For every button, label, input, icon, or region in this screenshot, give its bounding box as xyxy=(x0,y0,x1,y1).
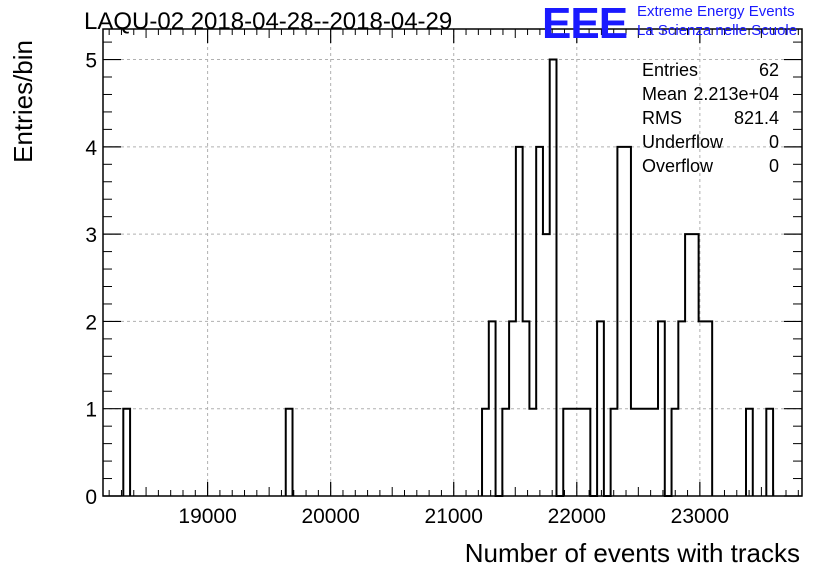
axis-ticks xyxy=(103,29,802,497)
x-tick-label: 19000 xyxy=(178,505,236,528)
logo-caption: Extreme Energy Events La Scienza nelle S… xyxy=(637,2,797,40)
y-tick-label: 4 xyxy=(85,137,97,160)
stat-row-entries: Entries 62 xyxy=(637,58,782,82)
stat-row-rms: RMS 821.4 xyxy=(637,106,782,130)
x-tick-label: 23000 xyxy=(671,505,729,528)
logo-line-2: La Scienza nelle Scuole xyxy=(637,22,798,39)
stats-box: Entries 62 Mean 2.213e+04 RMS 821.4 Unde… xyxy=(637,58,782,178)
stat-row-underflow: Underflow 0 xyxy=(637,130,782,154)
stat-row-overflow: Overflow 0 xyxy=(637,154,782,178)
y-tick-label: 1 xyxy=(85,399,97,422)
y-tick-label: 2 xyxy=(85,311,97,334)
x-tick-label: 21000 xyxy=(425,505,483,528)
stat-label: Mean xyxy=(642,84,688,104)
y-axis-label: Entries/bin xyxy=(8,40,38,163)
y-tick-label: 5 xyxy=(85,50,97,73)
tick-labels: 19000 20000 21000 22000 23000 0 1 2 3 4 5 xyxy=(85,50,729,528)
stat-value: 821.4 xyxy=(733,108,779,128)
x-tick-label: 22000 xyxy=(548,505,606,528)
x-axis-label: Number of events with tracks xyxy=(465,538,800,568)
logo-line-1: Extreme Energy Events xyxy=(637,3,795,20)
stat-value: 0 xyxy=(768,156,779,176)
stat-label: Entries xyxy=(642,60,699,80)
x-tick-label: 20000 xyxy=(301,505,359,528)
eee-logo: EEE xyxy=(542,0,628,48)
y-tick-label: 3 xyxy=(85,224,97,247)
stat-label: Underflow xyxy=(642,132,724,152)
plot-frame xyxy=(102,28,803,497)
stat-label: Overflow xyxy=(642,156,714,176)
stat-value: 62 xyxy=(758,60,779,80)
stat-row-mean: Mean 2.213e+04 xyxy=(637,82,782,106)
stat-value: 2.213e+04 xyxy=(693,84,779,104)
y-tick-label: 0 xyxy=(85,486,97,509)
stat-value: 0 xyxy=(768,132,779,152)
chart-title: LAQU-02 2018-04-28--2018-04-29 xyxy=(84,8,453,35)
stat-label: RMS xyxy=(642,108,682,128)
